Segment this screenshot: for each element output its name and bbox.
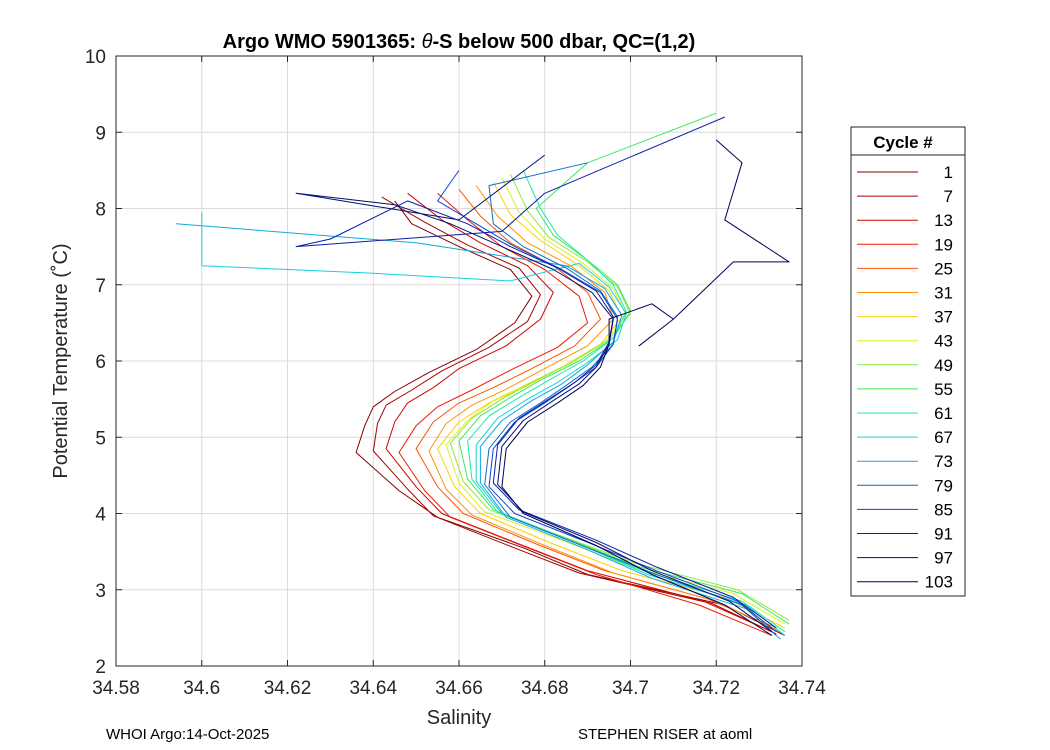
legend-title: Cycle # — [873, 133, 933, 152]
series-line-cycle-7 — [372, 196, 777, 635]
chart-title: Argo WMO 5901365: θ-S below 500 dbar, QC… — [223, 31, 696, 53]
legend-label-49: 49 — [934, 356, 953, 375]
x-tick-label: 34.66 — [435, 678, 483, 699]
legend-label-67: 67 — [934, 428, 953, 447]
legend-label-13: 13 — [934, 211, 953, 230]
grid-lines — [116, 56, 802, 666]
legend-label-1: 1 — [944, 163, 953, 182]
legend-label-91: 91 — [934, 525, 953, 544]
legend-label-73: 73 — [934, 452, 953, 471]
axis-ticks: 34.58 34.6 34.62 34.64 34.66 34.68 34.7 34.72 34… — [85, 47, 826, 699]
x-tick-label: 34.62 — [264, 678, 312, 699]
y-tick-label: 3 — [95, 581, 106, 602]
x-tick-label: 34.72 — [692, 678, 740, 699]
x-tick-label: 34.68 — [521, 678, 569, 699]
footer-source: WHOI Argo:14-Oct-2025 — [106, 726, 270, 743]
y-tick-label: 7 — [95, 276, 106, 297]
legend-label-61: 61 — [934, 404, 953, 423]
y-tick-label: 9 — [95, 123, 106, 144]
legend-label-31: 31 — [934, 284, 953, 303]
y-tick-label: 2 — [95, 657, 106, 678]
series-line-cycle-31 — [428, 185, 781, 633]
legend-label-37: 37 — [934, 308, 953, 327]
x-tick-label: 34.6 — [183, 678, 220, 699]
y-tick-label: 10 — [85, 47, 106, 68]
legend-label-43: 43 — [934, 332, 953, 351]
y-tick-label: 5 — [95, 428, 106, 449]
x-tick-label: 34.7 — [612, 678, 649, 699]
legend-label-79: 79 — [934, 476, 953, 495]
legend-entries: 1 7 13 19 25 31 37 43 49 55 61 67 73 79 85 91 97 103 — [857, 163, 953, 592]
y-tick-label: 6 — [95, 352, 106, 373]
series-line-cycle-43 — [445, 177, 786, 625]
series-line-cycle-19 — [398, 192, 773, 636]
legend-label-19: 19 — [934, 235, 953, 254]
legend: Cycle # 1 7 13 19 25 31 37 43 49 55 61 67 73 79 85 91 97… — [850, 126, 966, 597]
x-tick-label: 34.58 — [92, 678, 140, 699]
series-line-cycle-1 — [355, 200, 786, 636]
legend-label-7: 7 — [944, 187, 953, 206]
y-tick-label: 8 — [95, 200, 106, 221]
footer-author: STEPHEN RISER at aoml — [578, 726, 753, 743]
legend-label-103: 103 — [925, 573, 953, 592]
series-line-cycle-37 — [437, 181, 786, 629]
y-axis-label: Potential Temperature (˚C) — [50, 243, 72, 478]
x-axis-label: Salinity — [427, 707, 491, 729]
legend-label-55: 55 — [934, 380, 953, 399]
series-line-cycle-79 — [484, 162, 777, 636]
legend-label-85: 85 — [934, 500, 953, 519]
series-line-cycle-73 — [175, 223, 781, 640]
y-tick-label: 4 — [95, 505, 106, 526]
legend-label-25: 25 — [934, 259, 953, 278]
series-layer — [175, 112, 790, 640]
legend-label-97: 97 — [934, 549, 953, 568]
series-line-cycle-49 — [449, 173, 790, 621]
series-line-cycle-97 — [295, 154, 773, 633]
legend-box — [850, 126, 966, 597]
x-tick-label: 34.74 — [778, 678, 826, 699]
x-tick-label: 34.64 — [349, 678, 397, 699]
series-line-cycle-103 — [501, 139, 790, 636]
